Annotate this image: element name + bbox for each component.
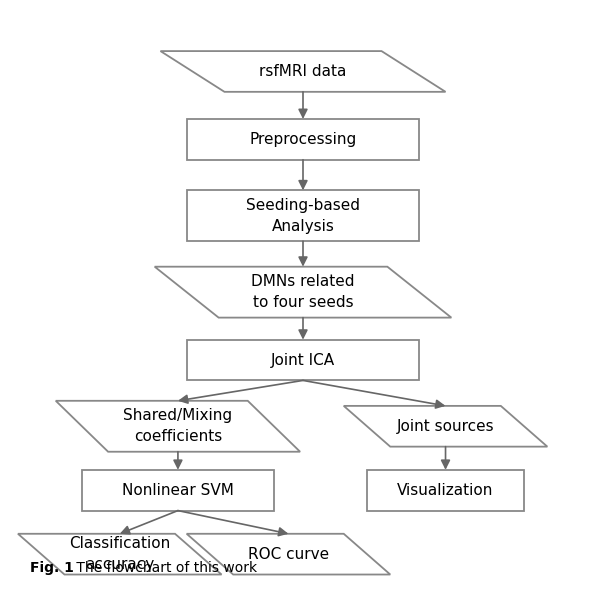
- Bar: [187, 119, 419, 160]
- Text: Shared/Mixing
coefficients: Shared/Mixing coefficients: [124, 408, 233, 444]
- Text: Classification
accuracy: Classification accuracy: [69, 536, 170, 572]
- Text: Fig. 1: Fig. 1: [30, 561, 73, 575]
- Text: Seeding-based
Analysis: Seeding-based Analysis: [246, 197, 360, 234]
- Text: ROC curve: ROC curve: [248, 547, 329, 562]
- Text: Joint ICA: Joint ICA: [271, 353, 335, 368]
- Polygon shape: [187, 534, 390, 574]
- Bar: [82, 470, 274, 510]
- Bar: [187, 190, 419, 241]
- Polygon shape: [155, 267, 451, 318]
- Polygon shape: [56, 401, 300, 452]
- Polygon shape: [161, 51, 445, 92]
- Text: Joint sources: Joint sources: [397, 419, 494, 434]
- Polygon shape: [344, 406, 547, 447]
- Text: rsfMRI data: rsfMRI data: [259, 64, 347, 79]
- Text: Nonlinear SVM: Nonlinear SVM: [122, 483, 234, 498]
- Text: Preprocessing: Preprocessing: [250, 132, 356, 147]
- Bar: [187, 340, 419, 380]
- Text: The flowchart of this work: The flowchart of this work: [72, 561, 257, 575]
- Text: DMNs related
to four seeds: DMNs related to four seeds: [251, 274, 355, 310]
- Bar: [367, 470, 524, 510]
- Polygon shape: [18, 534, 222, 574]
- Text: Visualization: Visualization: [398, 483, 494, 498]
